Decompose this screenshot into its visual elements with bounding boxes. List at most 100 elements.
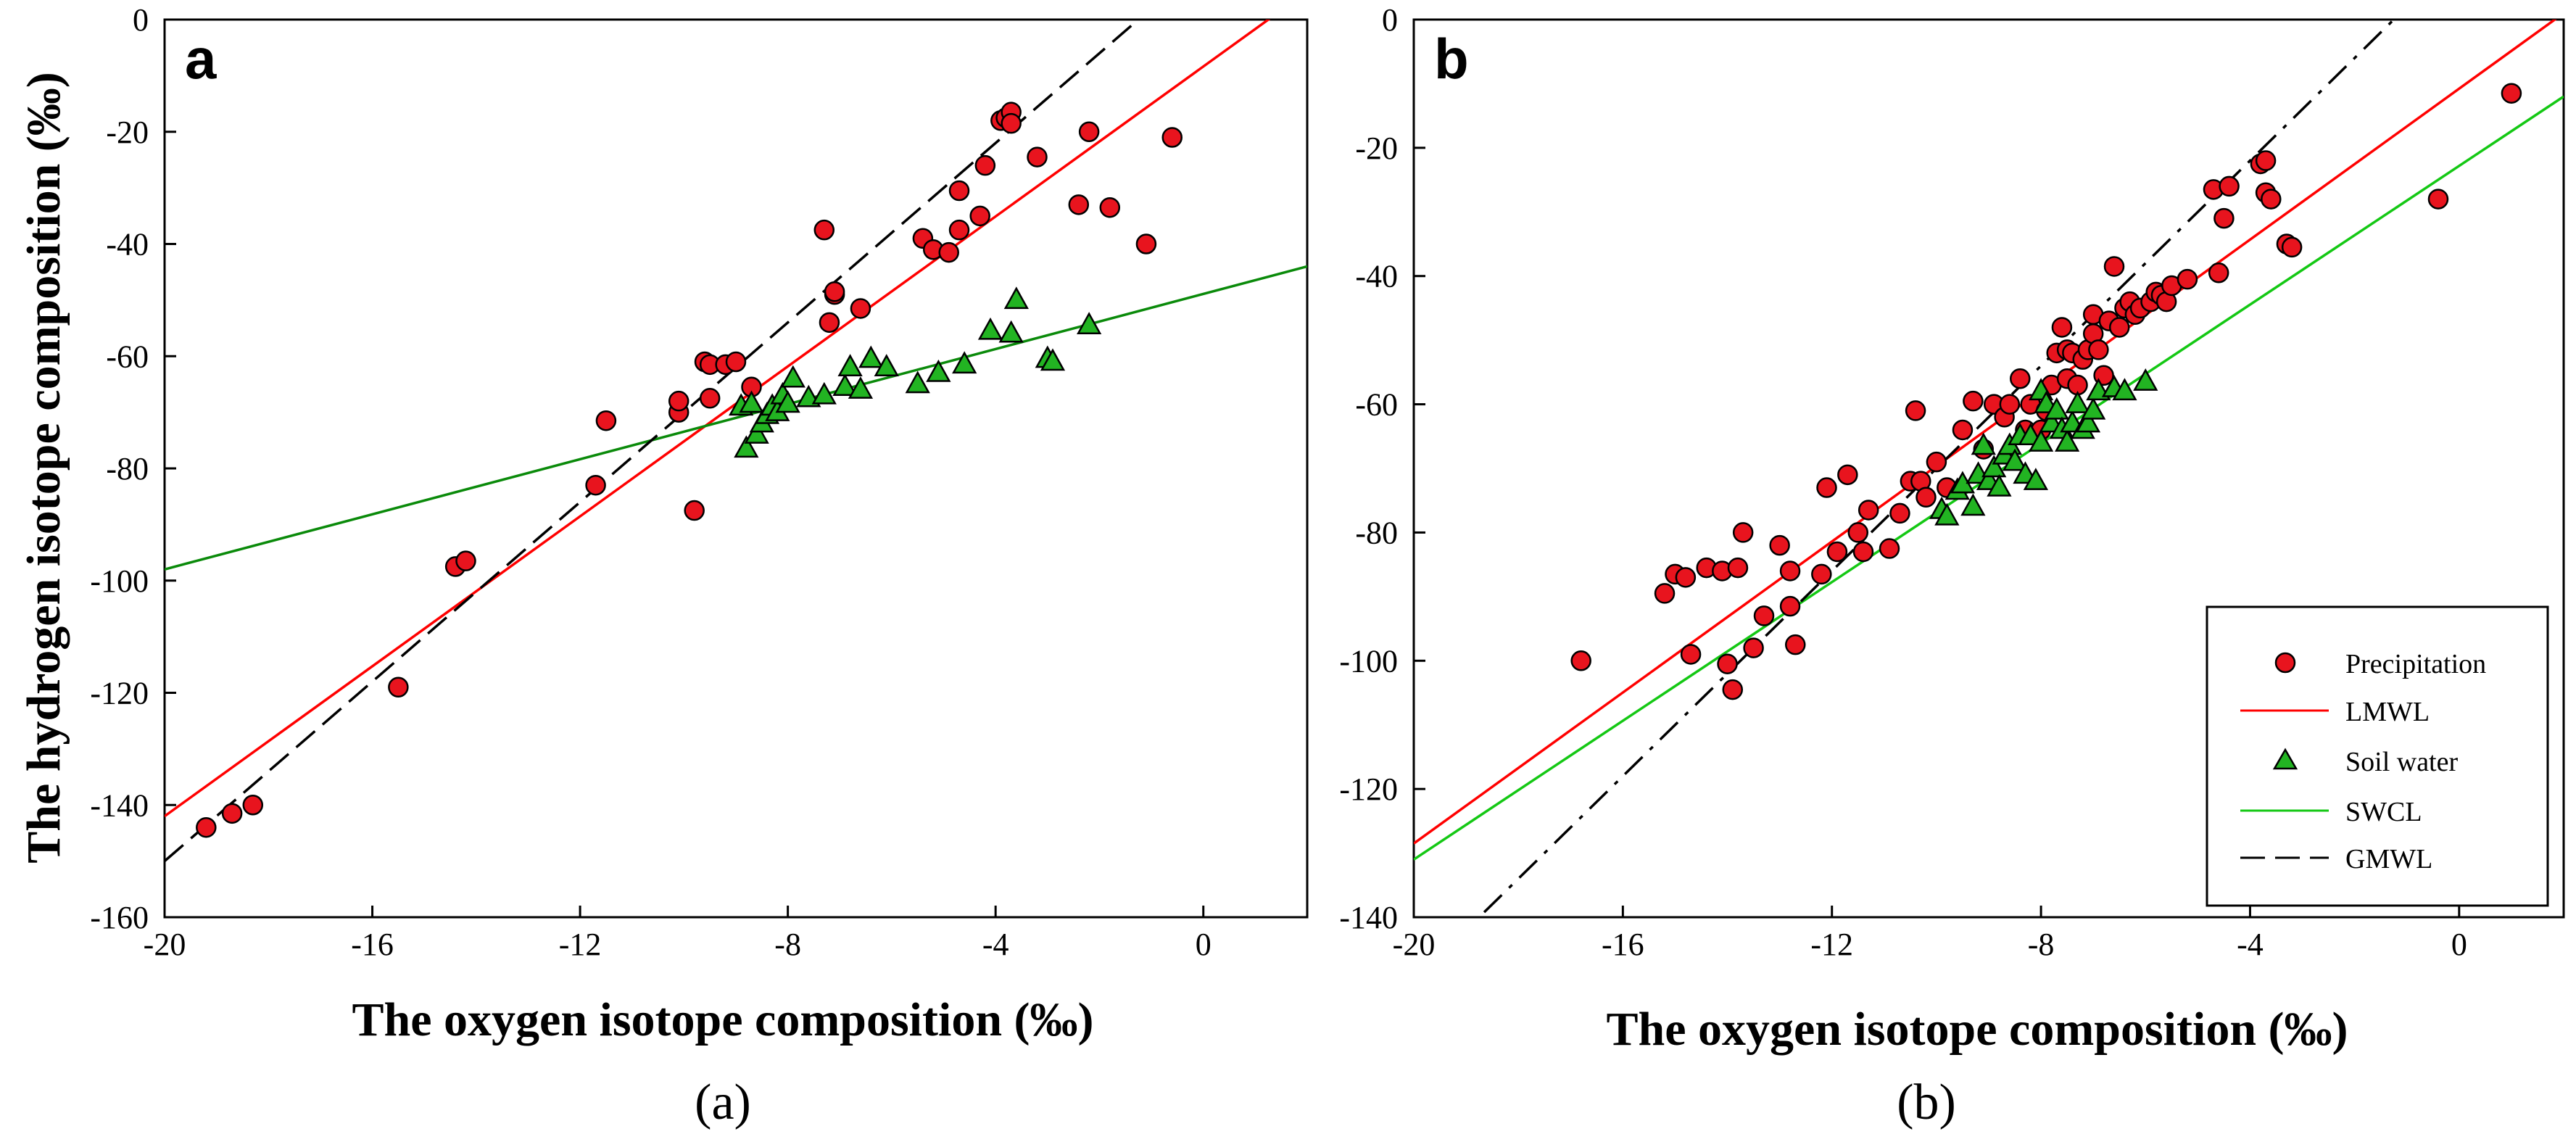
precipitation-point [1722,679,1744,700]
lmwl-line [1414,20,2557,845]
gmwl-line [165,20,1140,862]
precipitation-point [2208,262,2229,284]
precipitation-point [974,154,996,176]
x-axis-title-b: The oxygen isotope composition (‰) [1607,1003,2348,1056]
precipitation-point [1905,400,1926,421]
legend-label: LMWL [2345,697,2430,727]
panel-letter-b: b [1434,27,1469,91]
x-tick-label: 0 [1196,927,1212,962]
precipitation-point [1963,390,1984,412]
precipitation-point [1675,567,1697,588]
precipitation-point [699,388,721,409]
precipitation-point [1785,634,1806,655]
soil-water-point [739,390,764,413]
precipitation-point [725,351,747,373]
precipitation-point [1852,541,1874,563]
soil-water-point [1971,432,1996,455]
precipitation-point [824,281,845,302]
soil-water-point [2133,368,2158,391]
precipitation-point [1727,557,1749,579]
precipitation-point [196,816,217,838]
y-tick-label: -80 [106,451,149,487]
precipitation-point [1068,194,1090,215]
precipitation-point [1753,605,1775,626]
x-tick-label: 0 [2451,927,2467,962]
precipitation-point [1826,541,1848,563]
y-tick-label: 0 [1382,2,1398,38]
precipitation-point [1858,500,1879,521]
x-tick-label: -12 [1810,927,1853,962]
precipitation-point [2255,150,2277,171]
precipitation-point [1099,196,1121,218]
swcl-line [165,265,1307,571]
soil-water-point [837,354,863,376]
precipitation-point [1027,146,1048,167]
precipitation-point [1769,534,1790,556]
legend-entry-lmwl: LMWL [2240,697,2430,727]
soil-water-point [744,421,769,444]
legend-entry-soil-water: Soil water [2272,747,2458,777]
y-tick-label: -40 [106,227,149,262]
y-tick-label: -80 [1355,515,1398,550]
x-tick-label: -4 [982,927,1009,962]
precipitation-point [1779,560,1801,582]
x-tick-label: -16 [1602,927,1644,962]
soil-water-point [1040,348,1066,371]
y-tick-label: -20 [1355,131,1398,166]
x-tick-label: -8 [774,927,801,962]
precipitation-point [1879,538,1900,559]
soil-water-point [977,317,1003,340]
x-tick-label: -16 [351,927,394,962]
y-tick-label: -100 [90,563,149,599]
y-tick-label: -40 [1355,259,1398,294]
plot-frame-b [1412,18,2565,919]
precipitation-point [1001,112,1022,134]
precipitation-point [2051,317,2073,338]
axis-ticks-b: -20 -16 -12 -8 -4 0-140-120-100-80-60-40-200 [1339,2,2467,962]
y-tick-label: -140 [90,787,149,823]
legend-precipitation-marker [2274,652,2296,674]
y-tick-label: -120 [1339,771,1398,807]
precipitation-point [1811,563,1832,585]
precipitation-point [1999,394,2021,415]
precipitation-point [2213,207,2235,229]
data-points-a [196,102,1183,838]
y-tick-label: -100 [1339,643,1398,679]
x-tick-label: -4 [2237,927,2264,962]
precipitation-point [242,795,264,816]
precipitation-point [595,410,617,431]
legend-box [2206,605,2549,907]
precipitation-point [1570,650,1591,671]
x-tick-label: -12 [559,927,602,962]
precipitation-point [1847,522,1869,543]
y-tick-label: -60 [1355,387,1398,423]
caption-a: (a) [695,1075,751,1130]
soil-water-point [780,365,805,388]
soil-water-point [2002,448,2028,471]
regression-lines-a [165,20,1307,862]
caption-b: (b) [1897,1075,1956,1130]
panel-b: -20 -16 -12 -8 -4 0-140-120-100-80-60-40-200 … [1339,2,2565,1130]
precipitation-point [2010,368,2031,389]
precipitation-point [1717,653,1738,674]
x-axis-title-a: The oxygen isotope composition (‰) [352,993,1094,1046]
precipitation-point [1926,451,1947,473]
precipitation-point [1654,583,1676,604]
precipitation-point [1779,595,1801,617]
soil-water-point [858,345,884,368]
precipitation-point [819,312,840,334]
soil-water-point [1981,455,2007,478]
y-tick-label: -60 [106,339,149,374]
precipitation-point [585,474,606,496]
legend-soil-water-marker [2272,748,2298,770]
panel-letter-a: a [185,27,217,91]
y-tick-label: 0 [133,2,149,38]
y-tick-label: -160 [90,900,149,935]
precipitation-point [1889,502,1910,524]
soil-water-point [1003,286,1029,310]
precipitation-point [684,500,705,521]
soil-water-point [2028,429,2054,452]
soil-water-point [1960,493,1986,516]
precipitation-point [1680,644,1702,665]
